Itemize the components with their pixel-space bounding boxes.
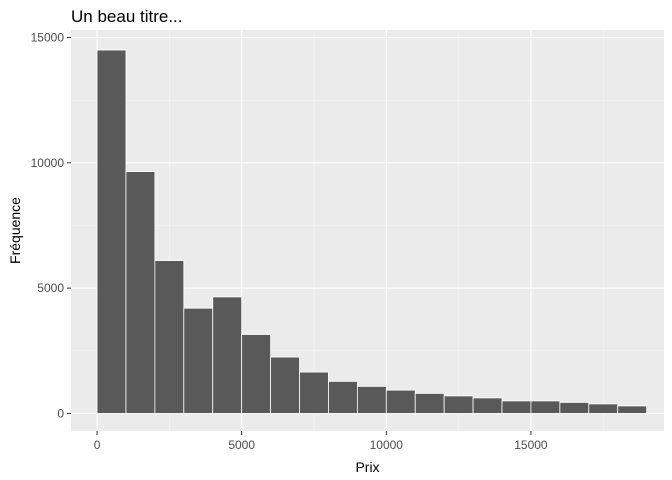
x-tick-label: 15000: [514, 438, 548, 452]
y-axis-title: Fréquence: [7, 197, 23, 264]
x-tick-label: 0: [94, 438, 101, 452]
histogram-bar: [356, 385, 387, 414]
y-tick-label: 0: [57, 406, 64, 420]
axes: 0 5000 10000 15000 0 5000 10000 15000: [31, 31, 548, 452]
histogram-bar: [154, 260, 185, 414]
histogram-bar: [385, 389, 416, 414]
histogram-bar: [328, 380, 358, 414]
histogram-bar: [530, 400, 561, 414]
y-tick-label: 15000: [31, 31, 65, 45]
histogram-bar: [617, 405, 648, 414]
x-axis-title: Prix: [355, 459, 379, 475]
y-tick-label: 10000: [31, 156, 65, 170]
histogram-bar: [125, 171, 156, 414]
histogram-bar: [96, 49, 127, 414]
histogram-bar: [443, 395, 474, 414]
histogram-bar: [559, 402, 590, 414]
histogram-bar: [414, 393, 445, 414]
histogram-bar: [299, 371, 329, 414]
histogram-bar: [472, 397, 503, 414]
histogram-bar: [183, 307, 214, 414]
chart-title: Un beau titre...: [71, 7, 183, 26]
x-tick-label: 10000: [370, 438, 404, 452]
histogram-bar: [588, 403, 619, 414]
histogram-bar: [270, 356, 300, 414]
histogram-bars: [96, 49, 648, 414]
y-tick-label: 5000: [37, 281, 64, 295]
histogram-bar: [501, 400, 532, 414]
x-tick-label: 5000: [228, 438, 255, 452]
histogram-bar: [241, 334, 271, 414]
histogram-bar: [212, 296, 243, 414]
